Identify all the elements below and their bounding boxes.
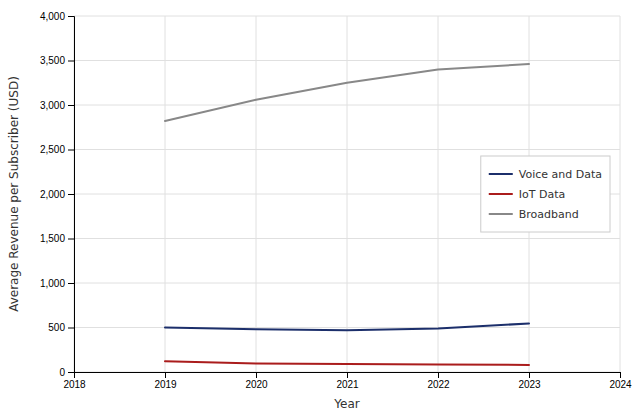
grid-line <box>74 60 620 61</box>
tick-label: 500 <box>48 322 65 333</box>
tick-label: 2024 <box>609 379 632 390</box>
tick: 0 <box>59 367 74 378</box>
grid-line <box>74 16 620 17</box>
tick-label: 2021 <box>336 379 359 390</box>
tick-mark <box>165 372 166 378</box>
legend-label: Broadband <box>519 208 579 221</box>
grid-line <box>74 283 620 284</box>
tick-mark <box>68 328 74 329</box>
legend-item: IoT Data <box>489 188 565 201</box>
tick-mark <box>68 372 74 373</box>
tick-mark <box>68 194 74 195</box>
tick: 2022 <box>427 372 450 390</box>
tick-mark <box>529 372 530 378</box>
chart: 2018 2019 2020 2021 2022 2023 2024 0 500 1,000 1,5… <box>0 0 640 418</box>
legend-box <box>481 156 610 232</box>
tick: 2020 <box>245 372 268 390</box>
legend-item: Broadband <box>489 208 579 221</box>
tick-label: 2018 <box>63 379 86 390</box>
y-axis-title: Average Revenue per Subscriber (USD) <box>7 76 21 312</box>
tick: 2024 <box>609 372 632 390</box>
plot: 2018 2019 2020 2021 2022 2023 2024 0 500 1,000 1,5… <box>7 11 632 411</box>
x-axis: 2018 2019 2020 2021 2022 2023 2024 <box>63 372 632 390</box>
lines <box>165 64 529 365</box>
y-axis: 0 500 1,000 1,500 2,000 2,500 3,000 3,500 4,000 <box>40 11 75 378</box>
tick-mark <box>68 16 74 17</box>
tick: 1,000 <box>40 278 74 289</box>
axis-line <box>68 17 75 373</box>
legend-item: Voice and Data <box>489 168 602 181</box>
tick: 2023 <box>518 372 541 390</box>
tick-mark <box>68 105 74 106</box>
series-line <box>165 64 529 121</box>
tick-label: 2,500 <box>40 144 65 155</box>
legend-label: Voice and Data <box>519 168 602 181</box>
grid-line <box>74 327 620 328</box>
tick: 500 <box>48 322 74 333</box>
tick: 4,000 <box>40 11 74 22</box>
tick-mark <box>256 372 257 378</box>
tick-label: 2020 <box>245 379 268 390</box>
grid-line <box>74 238 620 239</box>
grid-line <box>74 149 620 150</box>
tick-mark <box>438 372 439 378</box>
series-line <box>165 361 529 365</box>
series-line <box>165 323 529 330</box>
tick: 2,000 <box>40 189 74 200</box>
tick-label: 2022 <box>427 379 450 390</box>
legend-label: IoT Data <box>519 188 565 201</box>
tick-label: 1,500 <box>40 233 65 244</box>
tick-label: 3,500 <box>40 55 65 66</box>
legend-swatch <box>489 193 513 195</box>
tick: 3,500 <box>40 55 74 66</box>
tick-mark <box>68 239 74 240</box>
tick-mark <box>68 150 74 151</box>
x-axis-title: Year <box>333 397 359 411</box>
tick-mark <box>620 372 621 378</box>
tick-label: 4,000 <box>40 11 65 22</box>
tick-label: 2019 <box>154 379 177 390</box>
legend-swatch <box>489 173 513 175</box>
tick-mark <box>68 283 74 284</box>
tick-mark <box>68 61 74 62</box>
legend: Voice and Data IoT Data Broadband <box>481 156 610 232</box>
tick-label: 1,000 <box>40 278 65 289</box>
tick-label: 3,000 <box>40 100 65 111</box>
tick-label: 2,000 <box>40 189 65 200</box>
tick-mark <box>347 372 348 378</box>
tick: 1,500 <box>40 233 74 244</box>
axis-line <box>75 373 621 379</box>
grid-line <box>74 105 620 106</box>
tick: 2,500 <box>40 144 74 155</box>
tick: 2021 <box>336 372 359 390</box>
tick: 3,000 <box>40 100 74 111</box>
tick: 2018 <box>63 372 86 390</box>
legend-swatch <box>489 213 513 215</box>
tick-label: 0 <box>59 367 65 378</box>
tick: 2019 <box>154 372 177 390</box>
tick-label: 2023 <box>518 379 541 390</box>
grid <box>74 16 620 372</box>
